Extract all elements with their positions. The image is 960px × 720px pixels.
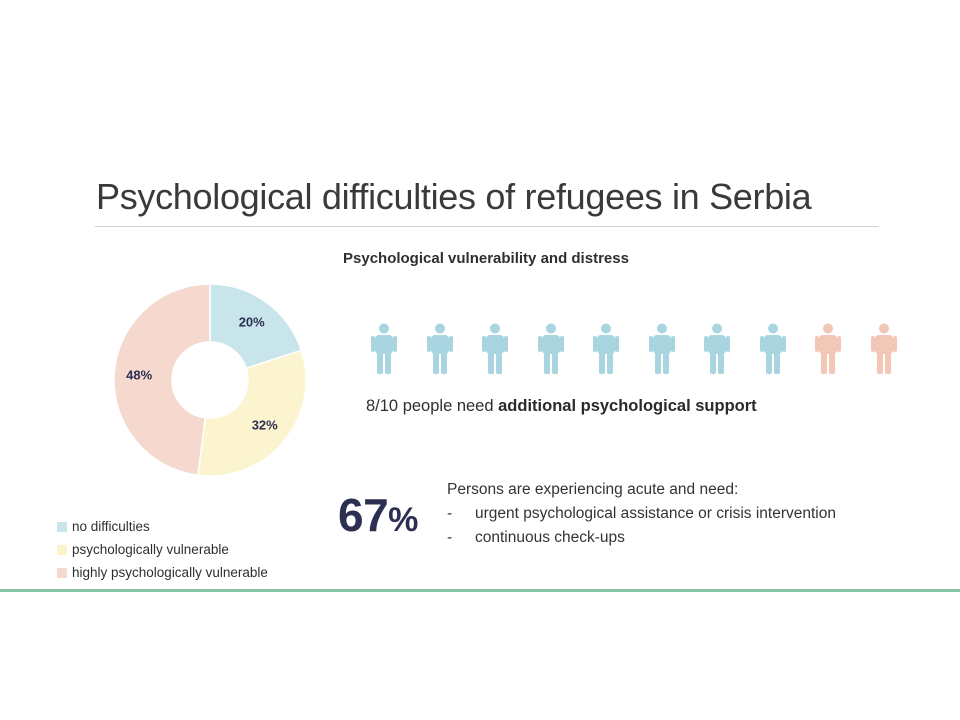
legend-item-highly-vulnerable: highly psychologically vulnerable: [57, 561, 268, 584]
person-icon: [537, 323, 565, 375]
acute-stat-percent: %: [388, 501, 418, 539]
section-heading: Psychological vulnerability and distress: [343, 250, 629, 267]
support-caption: 8/10 people need additional psychologica…: [366, 397, 757, 416]
person-icon: [648, 323, 676, 375]
title-divider: [95, 226, 879, 227]
chart-legend: no difficulties psychologically vulnerab…: [57, 515, 268, 584]
support-caption-bold: additional psychological support: [498, 397, 757, 415]
legend-item-psychologically-vulnerable: psychologically vulnerable: [57, 538, 268, 561]
legend-swatch-no-difficulties: [57, 521, 67, 532]
acute-needs-list: - urgent psychological assistance or cris…: [447, 505, 836, 547]
slice-highly-vulnerable: [113, 283, 211, 477]
acute-stat-description: Persons are experiencing acute and need:…: [447, 481, 836, 553]
person-icon: [481, 323, 509, 375]
person-icon: [759, 323, 787, 375]
person-icon: [592, 323, 620, 375]
list-dash: -: [447, 505, 453, 522]
acute-need-text: continuous check-ups: [475, 529, 625, 546]
legend-item-no-difficulties: no difficulties: [57, 515, 268, 538]
person-icon: [814, 323, 842, 375]
acute-stat-lead: Persons are experiencing acute and need:: [447, 481, 739, 498]
legend-swatch-highly-vulnerable: [57, 567, 67, 578]
slice-label: 32%: [252, 417, 278, 432]
acute-stat-number: 67%: [338, 488, 418, 542]
person-icon: [870, 323, 898, 375]
person-icon: [703, 323, 731, 375]
support-caption-prefix: 8/10 people need: [366, 397, 499, 415]
acute-stat-value: 67: [338, 489, 389, 541]
person-icon: [370, 323, 398, 375]
footer-divider: [0, 589, 960, 592]
legend-swatch-psychologically-vulnerable: [57, 544, 67, 555]
legend-label: psychologically vulnerable: [72, 542, 229, 557]
acute-need-item: - continuous check-ups: [447, 529, 836, 547]
legend-label: no difficulties: [72, 519, 150, 534]
slice-psychologically-vulnerable: [197, 349, 307, 477]
slice-label: 48%: [126, 368, 152, 383]
donut-chart: 20% 32% 48%: [113, 283, 307, 477]
slice-no-difficulties: [209, 283, 303, 370]
acute-need-item: - urgent psychological assistance or cris…: [447, 505, 836, 523]
acute-need-text: urgent psychological assistance or crisi…: [475, 505, 836, 522]
people-pictogram: [370, 323, 925, 375]
slice-label: 20%: [239, 315, 265, 330]
person-icon: [426, 323, 454, 375]
legend-label: highly psychologically vulnerable: [72, 565, 268, 580]
list-dash: -: [447, 529, 453, 546]
slide-title: Psychological difficulties of refugees i…: [96, 176, 812, 217]
